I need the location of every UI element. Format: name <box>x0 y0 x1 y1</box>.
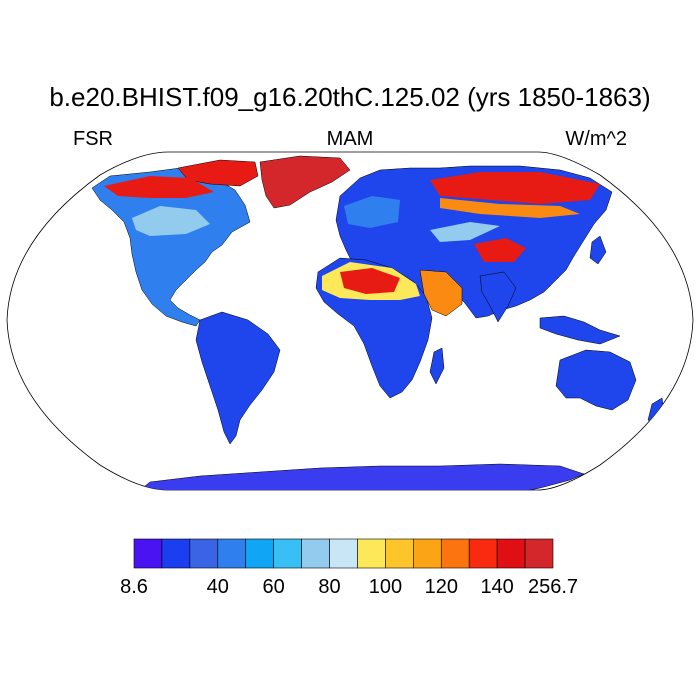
central-asia-light <box>430 222 500 242</box>
colorbar-swatch <box>245 538 274 569</box>
colorbar-swatch <box>357 538 386 569</box>
siberia-orange <box>440 198 580 218</box>
colorbar-swatch <box>413 538 442 569</box>
colorbar-swatch <box>468 538 498 569</box>
south-america <box>195 311 281 445</box>
units-label: W/m^2 <box>565 128 627 150</box>
greenland <box>259 155 351 209</box>
arabian-peninsula <box>419 269 463 317</box>
canada-light <box>132 206 210 236</box>
colorbar-swatch <box>385 538 414 569</box>
colorbar-swatch <box>133 538 163 569</box>
colorbar-tick-label: 8.6 <box>120 576 148 598</box>
india <box>479 271 517 323</box>
season-label: MAM <box>326 128 374 150</box>
colorbar <box>133 538 554 569</box>
antarctica <box>139 463 585 490</box>
madagascar <box>429 347 445 385</box>
tibet-red <box>474 238 526 262</box>
colorbar-tick-label: 256.7 <box>527 576 579 598</box>
colorbar-swatch <box>161 538 191 569</box>
colorbar-tick-label: 140 <box>480 576 514 598</box>
canada-red <box>104 176 214 198</box>
indonesia <box>539 315 621 345</box>
colorbar-tick-label: 60 <box>262 576 285 598</box>
colorbar-swatch <box>524 538 554 569</box>
north-america <box>91 167 251 327</box>
colorbar-tick-label: 120 <box>424 576 458 598</box>
colorbar-swatch <box>217 538 247 569</box>
plot-title: b.e20.BHIST.f09_g16.20thC.125.02 (yrs 18… <box>49 82 651 112</box>
australia <box>555 349 637 411</box>
colorbar-swatch <box>273 538 302 569</box>
variable-label: FSR <box>73 128 113 150</box>
japan <box>589 235 607 265</box>
colorbar-swatch <box>189 538 219 569</box>
europe-mid <box>344 196 400 228</box>
colorbar-tick-label: 100 <box>368 576 403 598</box>
colorbar-swatch <box>301 538 330 569</box>
colorbar-swatch <box>440 538 470 569</box>
siberia-red <box>430 172 600 204</box>
colorbar-tick-label: 40 <box>206 576 229 598</box>
sahara-red <box>340 268 400 294</box>
colorbar-swatch <box>496 538 526 569</box>
colorbar-swatch <box>329 538 358 569</box>
land-layer <box>91 155 665 490</box>
colorbar-tick-label: 80 <box>318 576 341 598</box>
